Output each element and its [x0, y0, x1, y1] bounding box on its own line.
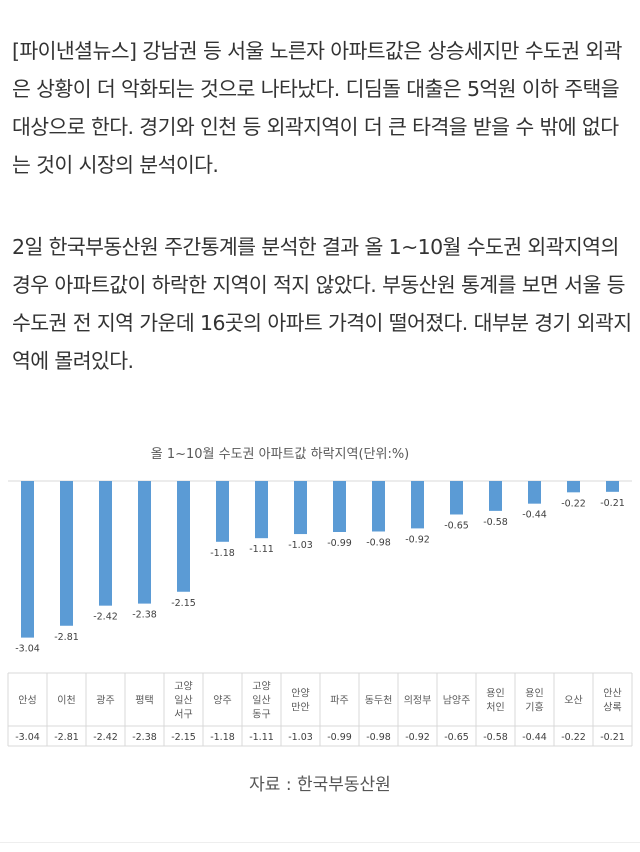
table-value: -2.42 [93, 732, 118, 743]
bar [606, 481, 619, 492]
article-paragraph-1: [파이낸셜뉴스] 강남권 등 서울 노른자 아파트값은 상승세지만 수도권 외곽… [12, 39, 623, 177]
category-label: 안산 상록 [603, 688, 621, 714]
category-label: 남양주 [443, 695, 471, 707]
bar [60, 481, 73, 626]
bar [216, 481, 229, 542]
table-value: -0.58 [483, 732, 508, 743]
bar-value-label: -0.58 [483, 517, 508, 528]
bar-value-label: -2.15 [171, 598, 196, 609]
category-label: 안성 [18, 695, 36, 707]
bar-value-label: -3.04 [15, 644, 40, 655]
bar-value-label: -0.98 [366, 537, 391, 548]
category-label: 파주 [330, 695, 348, 707]
category-label: 용인 기흥 [525, 688, 543, 714]
category-label: 고양 일산 서구 [174, 681, 192, 721]
bar-value-label: -2.42 [93, 612, 118, 623]
bar [450, 481, 463, 515]
chart-title: 올 1~10월 수도권 아파트값 하락지역(단위:%) [151, 447, 410, 462]
footer-divider [0, 842, 640, 843]
table-value: -0.22 [561, 732, 586, 743]
table-value: -0.65 [444, 732, 469, 743]
bar-value-label: -1.11 [249, 544, 274, 555]
bar-value-label: -0.65 [444, 520, 469, 531]
bar [372, 481, 385, 532]
table-value: -0.99 [327, 732, 352, 743]
bar-value-label: -0.92 [405, 534, 430, 545]
category-label: 안양 만안 [291, 688, 309, 714]
article-paragraph-2: 2일 한국부동산원 주간통계를 분석한 결과 올 1~10월 수도권 외곽지역의… [12, 235, 632, 373]
table-value: -2.38 [132, 732, 157, 743]
category-label: 동두천 [365, 695, 393, 707]
bar-value-label: -2.38 [132, 610, 157, 621]
bar [138, 481, 151, 604]
bar-value-label: -0.22 [561, 498, 586, 509]
bar [21, 481, 34, 638]
bar-value-label: -1.18 [210, 548, 235, 559]
chart-svg: 올 1~10월 수도권 아파트값 하락지역(단위:%) -3.04 -2.81 -2… [7, 447, 633, 747]
table-value: -1.03 [288, 732, 313, 743]
bar-value-label: -0.21 [600, 498, 625, 509]
table-value: -1.18 [210, 732, 235, 743]
category-label: 평택 [135, 695, 153, 707]
bar [411, 481, 424, 529]
category-label: 양주 [213, 695, 231, 707]
table-value: -3.04 [15, 732, 40, 743]
table-value: -0.98 [366, 732, 391, 743]
bar [99, 481, 112, 606]
table-value: -2.81 [54, 732, 79, 743]
bar-value-label: -1.03 [288, 540, 313, 551]
bar [177, 481, 190, 592]
category-label: 오산 [564, 695, 582, 707]
bars-layer: -3.04 -2.81 -2.42 -2.38 -2.15 -1.18 -1.11 -1.03… [8, 480, 632, 655]
table-value: -0.44 [522, 732, 547, 743]
category-label: 의정부 [404, 695, 432, 707]
bar [528, 481, 541, 504]
category-label: 고양 일산 동구 [252, 681, 270, 721]
bar [255, 481, 268, 539]
bar-value-label: -2.81 [54, 632, 79, 643]
category-label: 광주 [96, 695, 114, 707]
bar [333, 481, 346, 532]
data-table: 안성 -3.04 이천 -2.81 광주 -2.42 평택 -2.38 고양 일산 서구 -2.15 양… [7, 672, 633, 747]
table-value: -2.15 [171, 732, 196, 743]
category-label: 이천 [57, 695, 75, 707]
bar-value-label: -0.99 [327, 538, 352, 549]
bar [489, 481, 502, 511]
bar-value-label: -0.44 [522, 510, 547, 521]
table-value: -0.21 [600, 732, 625, 743]
bar [567, 481, 580, 493]
price-decline-chart: 올 1~10월 수도권 아파트값 하락지역(단위:%) -3.04 -2.81 -2… [0, 436, 640, 756]
table-value: -0.92 [405, 732, 430, 743]
bar [294, 481, 307, 535]
chart-source: 자료 : 한국부동산원 [249, 775, 391, 795]
table-value: -1.11 [249, 732, 274, 743]
category-label: 용인 처인 [486, 688, 504, 714]
